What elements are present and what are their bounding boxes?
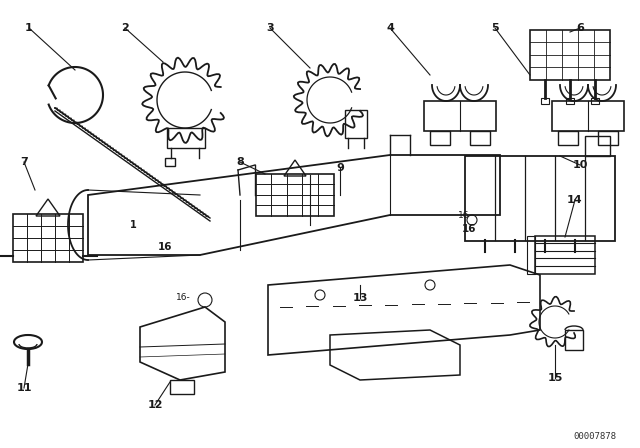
Text: 4: 4: [386, 23, 394, 33]
Bar: [167, 128, 205, 148]
Bar: [598, 131, 618, 145]
Text: 12: 12: [147, 400, 163, 410]
Text: 1: 1: [25, 23, 33, 33]
Text: 13: 13: [352, 293, 368, 303]
Bar: [256, 174, 334, 216]
Bar: [165, 158, 175, 166]
Bar: [541, 98, 549, 104]
Bar: [527, 236, 535, 274]
Text: 9: 9: [336, 163, 344, 173]
Text: 00007878: 00007878: [573, 431, 616, 440]
Bar: [345, 110, 367, 138]
Bar: [530, 30, 610, 80]
Bar: [591, 98, 599, 104]
Text: 7: 7: [20, 157, 28, 167]
Text: 16: 16: [462, 224, 477, 234]
Text: 11: 11: [16, 383, 32, 393]
Text: 5: 5: [491, 23, 499, 33]
Text: 16: 16: [158, 242, 173, 252]
Text: 14: 14: [567, 195, 583, 205]
Bar: [424, 101, 496, 131]
Bar: [565, 330, 583, 350]
Text: 6: 6: [576, 23, 584, 33]
Bar: [552, 101, 624, 131]
Bar: [585, 136, 610, 156]
Text: 1: 1: [130, 220, 137, 230]
Bar: [430, 131, 450, 145]
Bar: [13, 214, 83, 262]
Bar: [535, 236, 595, 274]
Text: 15: 15: [547, 373, 563, 383]
Text: 10: 10: [572, 160, 588, 170]
Text: 16-: 16-: [176, 293, 191, 302]
Text: 3: 3: [266, 23, 274, 33]
Bar: [566, 98, 574, 104]
Bar: [465, 156, 615, 241]
Bar: [470, 131, 490, 145]
Bar: [558, 131, 578, 145]
Text: 16: 16: [458, 211, 470, 220]
Bar: [170, 380, 194, 394]
Text: 8: 8: [236, 157, 244, 167]
Text: 2: 2: [121, 23, 129, 33]
